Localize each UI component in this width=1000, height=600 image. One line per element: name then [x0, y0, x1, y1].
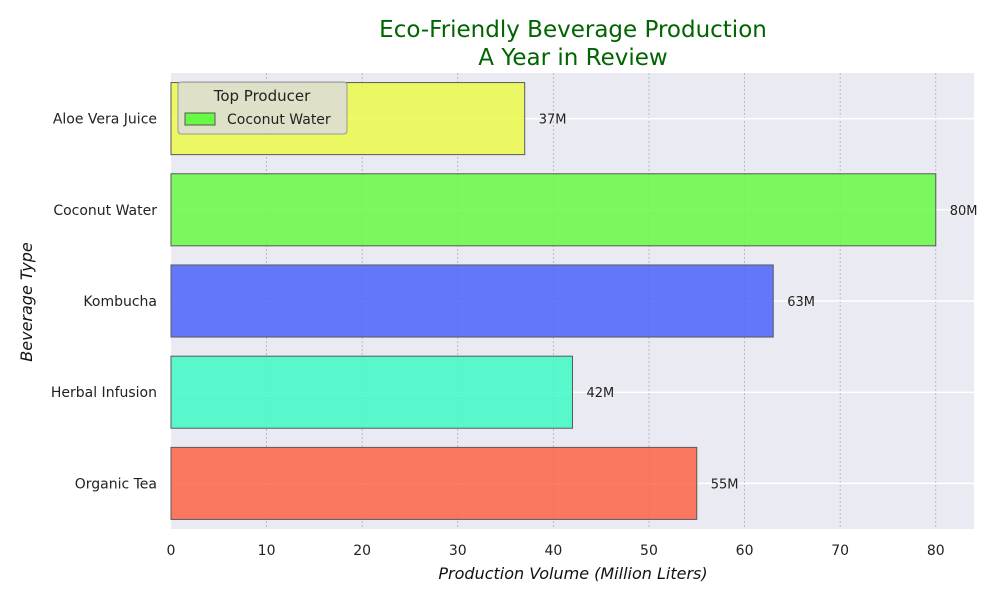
x-axis-label: Production Volume (Million Liters) [438, 564, 707, 583]
bars [170, 82, 937, 520]
legend-entry-label: Coconut Water [227, 112, 331, 128]
chart-title-line-2: A Year in Review [478, 45, 667, 71]
bar [170, 446, 698, 520]
data-label: 37M [539, 113, 567, 128]
legend: Top Producer Coconut Water [177, 81, 348, 135]
y-tick-label: Kombucha [83, 294, 157, 310]
x-axis-ticks: 0 10 20 30 40 50 60 70 80 [167, 543, 945, 559]
y-tick-label: Coconut Water [53, 203, 157, 219]
data-label: 55M [711, 477, 739, 492]
chart-title-line-1: Eco-Friendly Beverage Production [379, 17, 767, 43]
x-tick-label: 40 [544, 543, 562, 559]
legend-box [177, 81, 348, 135]
y-axis-label: Beverage Type [17, 242, 36, 362]
y-axis-ticks: Organic Tea Herbal Infusion Kombucha Coconu… [51, 112, 157, 493]
x-tick-label: 10 [258, 543, 276, 559]
data-label: 80M [950, 204, 978, 219]
data-label: 42M [587, 386, 615, 401]
bar [170, 355, 573, 429]
x-tick-label: 80 [927, 543, 945, 559]
legend-title: Top Producer [213, 87, 311, 105]
bar [170, 173, 937, 247]
x-tick-label: 30 [449, 543, 467, 559]
y-tick-label: Organic Tea [75, 476, 157, 492]
legend-swatch [184, 112, 216, 126]
x-tick-label: 60 [736, 543, 754, 559]
y-tick-label: Aloe Vera Juice [53, 112, 157, 128]
x-tick-label: 70 [831, 543, 849, 559]
x-tick-label: 0 [167, 543, 176, 559]
x-tick-label: 20 [353, 543, 371, 559]
bar [170, 264, 774, 338]
y-tick-label: Herbal Infusion [51, 385, 157, 401]
data-labels: 55M 42M 63M 80M 37M [539, 113, 978, 493]
data-label: 63M [787, 295, 815, 310]
x-tick-label: 50 [640, 543, 658, 559]
